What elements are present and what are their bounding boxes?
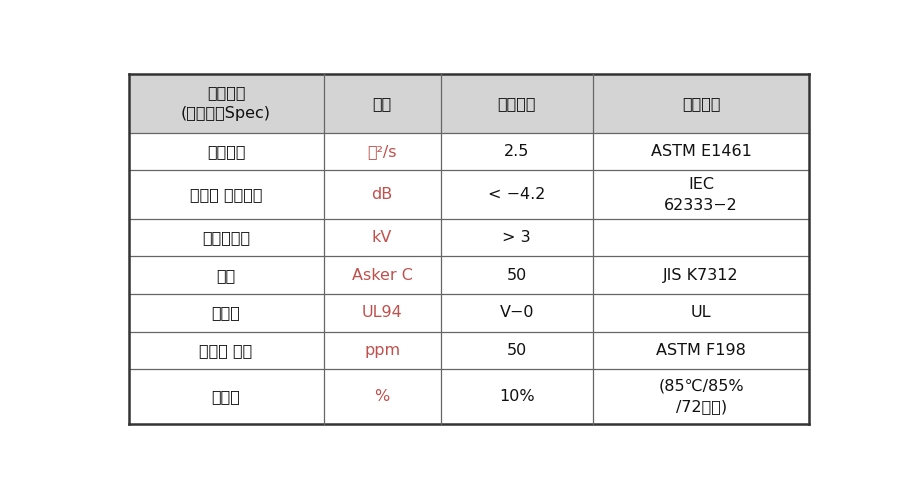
Bar [128, 133, 324, 170]
Bar [441, 332, 593, 369]
Bar [441, 369, 593, 423]
Text: 최종목표: 최종목표 [498, 96, 536, 111]
Text: 50: 50 [507, 268, 527, 283]
Text: ㎎²/s: ㎎²/s [367, 144, 397, 159]
Bar [593, 294, 809, 332]
Text: 50: 50 [507, 343, 527, 358]
Text: 내전압강도: 내전압강도 [202, 230, 250, 245]
Bar [441, 133, 593, 170]
Bar [441, 294, 593, 332]
Bar [593, 133, 809, 170]
Text: 평가방법: 평가방법 [682, 96, 720, 111]
Bar [441, 219, 593, 256]
Bar [324, 170, 441, 219]
Bar [128, 170, 324, 219]
Bar [324, 219, 441, 256]
Text: ASTM E1461: ASTM E1461 [651, 144, 751, 159]
Bar [324, 332, 441, 369]
Text: < −4.2: < −4.2 [488, 187, 545, 202]
Text: 2.5: 2.5 [504, 144, 530, 159]
Text: 경도: 경도 [217, 268, 236, 283]
Text: %: % [374, 389, 390, 404]
Text: ASTM F198: ASTM F198 [656, 343, 746, 358]
Bar [441, 74, 593, 133]
Bar [593, 256, 809, 294]
Text: ppm: ppm [364, 343, 400, 358]
Bar [324, 294, 441, 332]
Text: UL94: UL94 [361, 305, 403, 320]
Bar [441, 170, 593, 219]
Text: IEC
62333−2: IEC 62333−2 [664, 176, 738, 212]
Text: Asker C: Asker C [351, 268, 413, 283]
Bar [128, 369, 324, 423]
Text: > 3: > 3 [502, 230, 531, 245]
Text: V−0: V−0 [500, 305, 534, 320]
Text: JIS K7312: JIS K7312 [663, 268, 739, 283]
Bar [324, 256, 441, 294]
Text: dB: dB [371, 187, 393, 202]
Text: UL: UL [691, 305, 712, 320]
Bar [593, 332, 809, 369]
Text: kV: kV [371, 230, 393, 245]
Bar [593, 369, 809, 423]
Bar [593, 170, 809, 219]
Text: 전자파 억제성능: 전자파 억제성능 [189, 187, 263, 202]
Text: 평가항목
(주요성능Spec): 평가항목 (주요성능Spec) [181, 85, 271, 121]
Bar [324, 369, 441, 423]
Text: 10%: 10% [499, 389, 534, 404]
Text: 난연성: 난연성 [211, 305, 241, 320]
Bar [128, 332, 324, 369]
Bar [128, 294, 324, 332]
Text: 단위: 단위 [372, 96, 392, 111]
Bar [128, 256, 324, 294]
Text: 신뢰성: 신뢰성 [211, 389, 241, 404]
Text: 실록산 함량: 실록산 함량 [199, 343, 253, 358]
Bar [324, 74, 441, 133]
Bar [441, 256, 593, 294]
Bar [324, 133, 441, 170]
Bar [593, 219, 809, 256]
Text: 열확산도: 열확산도 [207, 144, 245, 159]
Bar [128, 74, 324, 133]
Text: (85℃/85%
/72시간): (85℃/85% /72시간) [659, 378, 744, 414]
Bar [128, 219, 324, 256]
Bar [593, 74, 809, 133]
